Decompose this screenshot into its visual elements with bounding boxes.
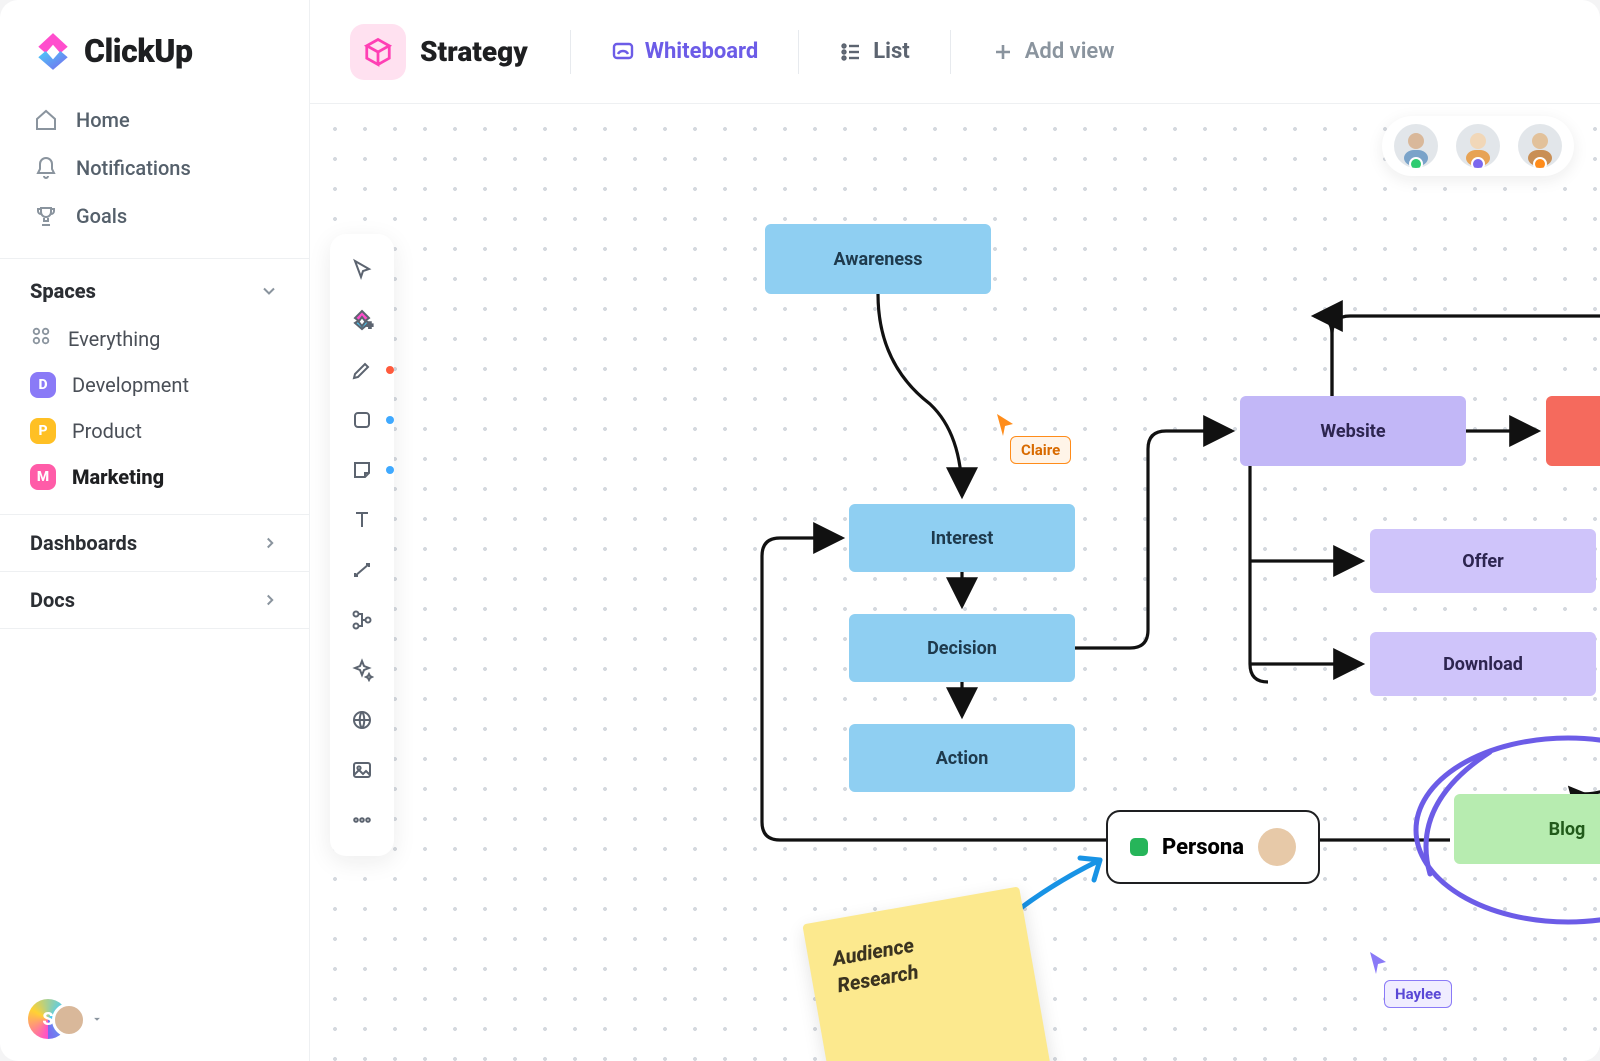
space-label: Product	[72, 419, 142, 443]
spaces-header-label: Spaces	[30, 279, 96, 303]
connector-icon	[350, 558, 374, 582]
section-docs[interactable]: Docs	[0, 572, 309, 628]
space-item-development[interactable]: D Development	[0, 362, 309, 408]
tool-tree[interactable]	[338, 596, 386, 644]
view-whiteboard-label: Whiteboard	[645, 39, 759, 64]
node-persona[interactable]: Persona	[1106, 810, 1320, 884]
sparkle-icon	[350, 658, 374, 682]
node-blog[interactable]: Blog	[1454, 794, 1600, 864]
node-action[interactable]: Action	[849, 724, 1075, 792]
tool-shape[interactable]	[338, 396, 386, 444]
chevron-right-icon	[261, 591, 279, 609]
node-website[interactable]: Website	[1240, 396, 1466, 466]
cursor-claire: Claire	[1010, 436, 1071, 464]
tool-connector[interactable]	[338, 546, 386, 594]
whiteboard-icon	[611, 40, 635, 64]
view-whiteboard[interactable]: Whiteboard	[595, 39, 775, 64]
space-badge: D	[30, 372, 56, 398]
view-list-label: List	[873, 39, 909, 64]
topbar: Strategy Whiteboard List Add view	[310, 0, 1600, 104]
home-icon	[34, 108, 58, 132]
image-icon	[350, 758, 374, 782]
docs-label: Docs	[30, 588, 75, 612]
cursor-icon	[1368, 950, 1390, 976]
user-avatar-stack: S	[28, 999, 84, 1039]
node-interest[interactable]: Interest	[849, 504, 1075, 572]
pen-icon	[350, 358, 374, 382]
spaces-everything[interactable]: Everything	[0, 315, 309, 362]
sidebar: ClickUp Home Notifications Goals Spaces	[0, 0, 310, 1061]
cursor-icon	[995, 412, 1017, 438]
space-item-marketing[interactable]: M Marketing	[0, 454, 309, 500]
node-download[interactable]: Download	[1370, 632, 1596, 696]
view-list[interactable]: List	[823, 39, 925, 64]
assignee-avatar	[1258, 828, 1296, 866]
tool-sticky[interactable]	[338, 446, 386, 494]
more-icon	[350, 808, 374, 832]
cube-icon	[363, 37, 393, 67]
clickup-logo-icon	[32, 30, 74, 72]
page-title: Strategy	[420, 35, 528, 68]
node-homepage[interactable]: Homepage	[1546, 396, 1600, 466]
logo[interactable]: ClickUp	[0, 0, 309, 90]
pointer-icon	[350, 258, 374, 282]
collaborator-avatar[interactable]	[1394, 124, 1438, 168]
section-dashboards[interactable]: Dashboards	[0, 515, 309, 571]
space-badge: P	[30, 418, 56, 444]
square-icon	[350, 408, 374, 432]
spaces-everything-label: Everything	[68, 327, 160, 351]
status-square-icon	[1130, 838, 1148, 856]
collaborator-avatar[interactable]	[1456, 124, 1500, 168]
tool-text[interactable]	[338, 496, 386, 544]
tree-icon	[350, 608, 374, 632]
node-persona-label: Persona	[1162, 835, 1244, 860]
node-awareness[interactable]: Awareness	[765, 224, 991, 294]
list-icon	[839, 40, 863, 64]
svg-text:+: +	[367, 319, 373, 332]
nav-home[interactable]: Home	[14, 96, 295, 144]
space-badge: M	[30, 464, 56, 490]
bell-icon	[34, 156, 58, 180]
plus-icon	[991, 40, 1015, 64]
node-decision[interactable]: Decision	[849, 614, 1075, 682]
tool-clickup[interactable]: +	[338, 296, 386, 344]
everything-icon	[30, 325, 52, 352]
nav-notifications[interactable]: Notifications	[14, 144, 295, 192]
tool-pen[interactable]	[338, 346, 386, 394]
cursor-haylee: Haylee	[1384, 980, 1452, 1008]
nav-goals[interactable]: Goals	[14, 192, 295, 240]
logo-text: ClickUp	[84, 32, 193, 70]
globe-icon	[350, 708, 374, 732]
nav-home-label: Home	[76, 108, 130, 132]
sticky-icon	[350, 458, 374, 482]
add-view-label: Add view	[1025, 39, 1115, 64]
chevron-down-icon	[259, 281, 279, 301]
clickup-icon: +	[350, 308, 374, 332]
tool-ai[interactable]	[338, 646, 386, 694]
tool-pointer[interactable]	[338, 246, 386, 294]
trophy-icon	[34, 204, 58, 228]
whiteboard-toolbar: +	[330, 234, 394, 856]
caret-down-icon	[90, 1012, 104, 1026]
tool-web[interactable]	[338, 696, 386, 744]
nav-notifications-label: Notifications	[76, 156, 191, 180]
user-avatar	[52, 1003, 86, 1037]
collaborator-avatar[interactable]	[1518, 124, 1562, 168]
text-icon	[350, 508, 374, 532]
add-view[interactable]: Add view	[975, 39, 1131, 64]
node-offer[interactable]: Offer	[1370, 529, 1596, 593]
dashboards-label: Dashboards	[30, 531, 137, 555]
tool-more[interactable]	[338, 796, 386, 844]
whiteboard-canvas[interactable]: +	[310, 104, 1600, 1061]
space-label: Marketing	[72, 465, 164, 489]
space-item-product[interactable]: P Product	[0, 408, 309, 454]
nav-goals-label: Goals	[76, 204, 127, 228]
tool-image[interactable]	[338, 746, 386, 794]
space-label: Development	[72, 373, 189, 397]
chevron-right-icon	[261, 534, 279, 552]
spaces-header[interactable]: Spaces	[0, 259, 309, 315]
user-menu[interactable]: S	[0, 977, 309, 1061]
space-icon[interactable]	[350, 24, 406, 80]
collaborator-bar[interactable]	[1382, 116, 1574, 176]
